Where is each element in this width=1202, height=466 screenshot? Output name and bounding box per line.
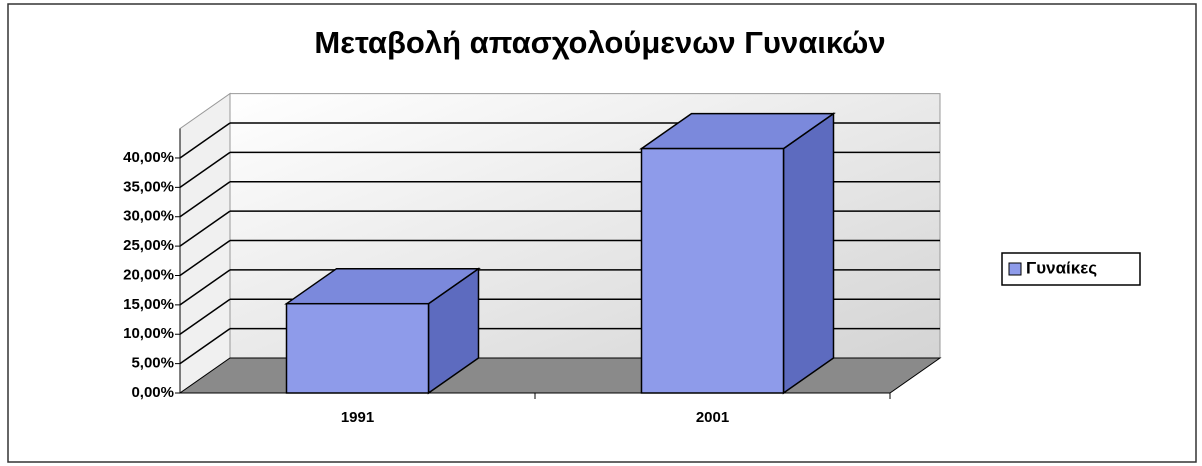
bar-front [640, 147, 785, 394]
x-tick-label: 1991 [341, 409, 374, 426]
bar [639, 112, 836, 395]
y-tick-label: 10,00% [123, 325, 174, 342]
grid-line [179, 151, 231, 188]
y-tick-label: 40,00% [123, 149, 174, 166]
y-tick-label: 15,00% [123, 296, 174, 313]
legend-box [1001, 252, 1141, 286]
bar-front [285, 302, 430, 394]
grid-line [179, 269, 231, 306]
grid-line [179, 181, 231, 218]
y-tick-label: 30,00% [123, 208, 174, 225]
bar [284, 267, 481, 395]
y-tick-label: 0,00% [131, 384, 174, 401]
grid-line [179, 122, 231, 159]
legend-swatch [1008, 262, 1022, 276]
bar-side [782, 112, 835, 395]
grid-line [179, 210, 231, 247]
grid-line [179, 328, 231, 365]
y-tick-label: 35,00% [123, 178, 174, 195]
y-tick-label: 25,00% [123, 237, 174, 254]
y-tick-label: 5,00% [131, 355, 174, 372]
grid-line [179, 298, 231, 335]
grid-line [179, 239, 231, 277]
y-tick-label: 20,00% [123, 266, 174, 283]
x-tick-label: 2001 [696, 409, 729, 426]
chart-title: Μεταβολή απασχολούμενων Γυναικών [314, 25, 885, 60]
legend-label: Γυναίκες [1026, 258, 1097, 277]
side-wall [179, 92, 231, 394]
